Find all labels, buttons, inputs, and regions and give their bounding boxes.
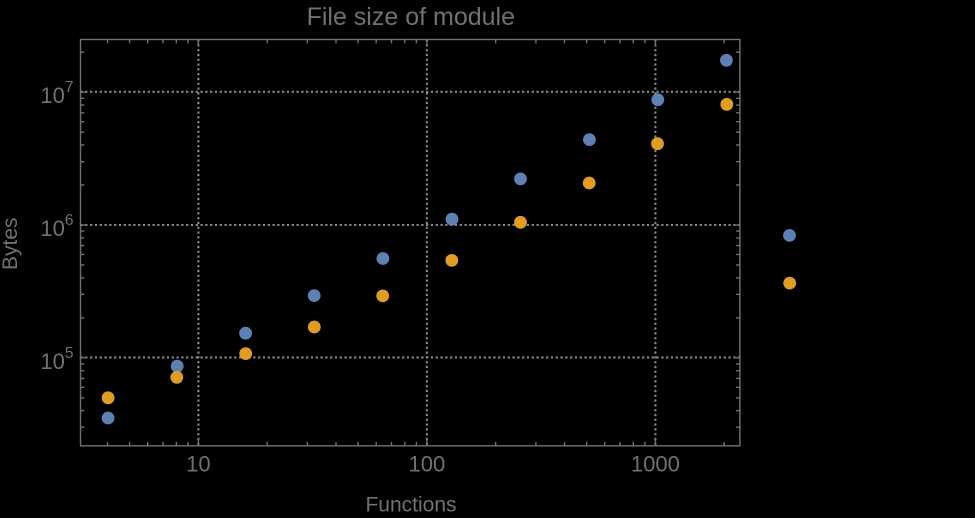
svg-text:Functions: Functions	[365, 494, 456, 514]
svg-text:105: 105	[40, 345, 73, 374]
svg-text:File size of module: File size of module	[307, 3, 515, 31]
svg-text:Bytes: Bytes	[0, 217, 22, 270]
svg-text:107: 107	[40, 79, 73, 108]
svg-text:106: 106	[40, 212, 73, 241]
svg-text:1000: 1000	[631, 451, 680, 476]
svg-text:10: 10	[186, 451, 210, 476]
svg-text:100: 100	[409, 451, 446, 476]
